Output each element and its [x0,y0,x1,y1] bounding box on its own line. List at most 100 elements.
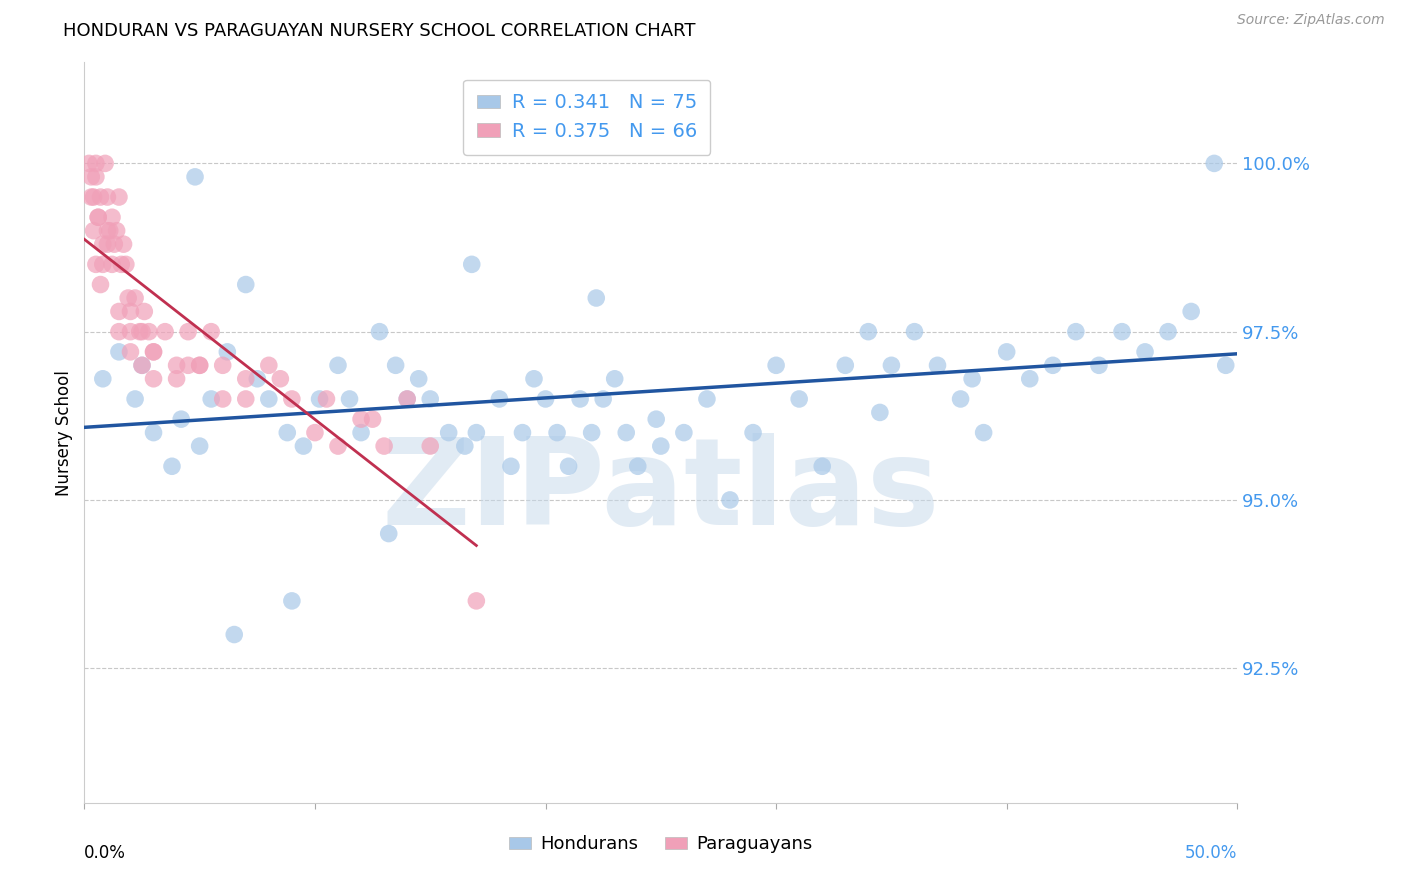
Text: HONDURAN VS PARAGUAYAN NURSERY SCHOOL CORRELATION CHART: HONDURAN VS PARAGUAYAN NURSERY SCHOOL CO… [63,22,696,40]
Point [512,425,534,440]
Point [1111,325,1133,339]
Point [200,392,222,406]
Point [91,372,114,386]
Legend: Hondurans, Paraguayans: Hondurans, Paraguayans [502,828,820,861]
Point [235,372,257,386]
Point [128,325,150,339]
Point [246,372,269,386]
Point [461,257,484,271]
Point [83,224,105,238]
Point [89,190,111,204]
Point [257,392,280,406]
Point [142,372,165,386]
Point [1018,372,1040,386]
Point [1088,359,1111,373]
Point [960,372,983,386]
Point [523,372,546,386]
Point [585,291,607,305]
Point [108,325,131,339]
Y-axis label: Nursery School: Nursery School [55,369,73,496]
Point [396,392,419,406]
Point [188,359,211,373]
Point [645,412,668,426]
Text: Source: ZipAtlas.com: Source: ZipAtlas.com [1237,13,1385,28]
Point [973,425,995,440]
Point [696,392,718,406]
Point [396,392,419,406]
Point [108,190,131,204]
Point [373,439,395,453]
Point [131,325,153,339]
Point [949,392,972,406]
Point [326,359,349,373]
Point [627,459,650,474]
Point [120,344,142,359]
Point [108,304,131,318]
Point [94,156,117,170]
Point [188,359,211,373]
Point [80,169,103,184]
Point [592,392,614,406]
Point [1133,344,1156,359]
Point [103,237,125,252]
Point [257,359,280,373]
Point [101,211,124,225]
Point [166,359,188,373]
Point [160,459,183,474]
Point [87,211,110,225]
Point [569,392,592,406]
Point [138,325,160,339]
Point [188,439,211,453]
Point [217,344,239,359]
Point [211,359,233,373]
Point [96,224,118,238]
Point [211,392,233,406]
Point [811,459,834,474]
Point [200,325,222,339]
Point [124,392,146,406]
Text: ZIPatlas: ZIPatlas [381,434,941,550]
Point [488,392,510,406]
Point [927,359,949,373]
Point [281,594,304,608]
Point [84,169,107,184]
Point [350,412,373,426]
Point [1064,325,1087,339]
Point [603,372,626,386]
Point [110,257,132,271]
Point [718,492,741,507]
Point [91,257,114,271]
Point [131,359,153,373]
Point [546,425,568,440]
Point [350,425,373,440]
Point [101,257,124,271]
Point [995,344,1018,359]
Point [1157,325,1180,339]
Point [235,392,257,406]
Point [557,459,579,474]
Point [84,257,107,271]
Point [368,325,391,339]
Point [276,425,298,440]
Point [96,190,118,204]
Point [112,237,135,252]
Point [142,344,165,359]
Point [834,359,856,373]
Text: 0.0%: 0.0% [84,844,127,862]
Point [1215,359,1237,373]
Point [787,392,810,406]
Point [419,392,441,406]
Point [419,439,441,453]
Point [326,439,349,453]
Point [765,359,787,373]
Point [177,359,200,373]
Point [534,392,557,406]
Point [869,405,891,419]
Point [96,237,118,252]
Point [308,392,330,406]
Point [361,412,384,426]
Point [87,211,110,225]
Point [166,372,188,386]
Point [91,237,114,252]
Point [465,425,488,440]
